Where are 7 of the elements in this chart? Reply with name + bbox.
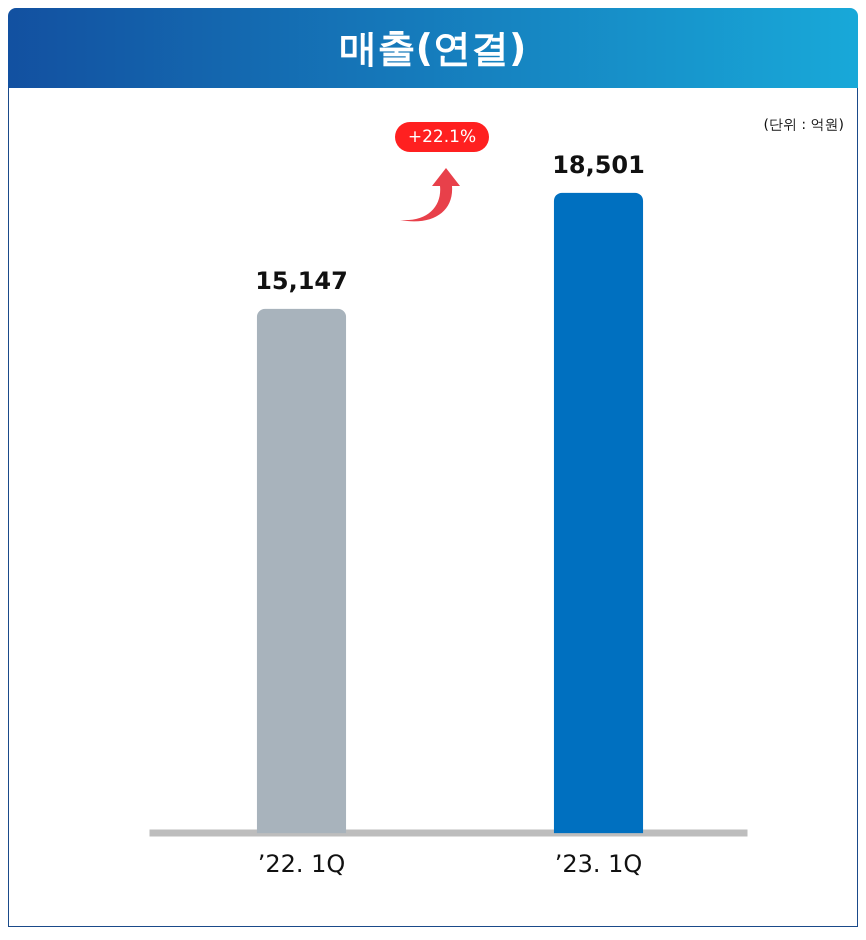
data-label: 18,501 bbox=[552, 151, 645, 180]
data-label: 15,147 bbox=[255, 267, 348, 296]
x-tick-label: ’22. 1Q bbox=[258, 850, 346, 878]
text: +22.1% bbox=[395, 122, 489, 152]
chart-title: 매출(연결) bbox=[340, 24, 526, 72]
x-tick-label: ’23. 1Q bbox=[554, 850, 642, 878]
text: (단위 : 억원) bbox=[763, 116, 844, 134]
